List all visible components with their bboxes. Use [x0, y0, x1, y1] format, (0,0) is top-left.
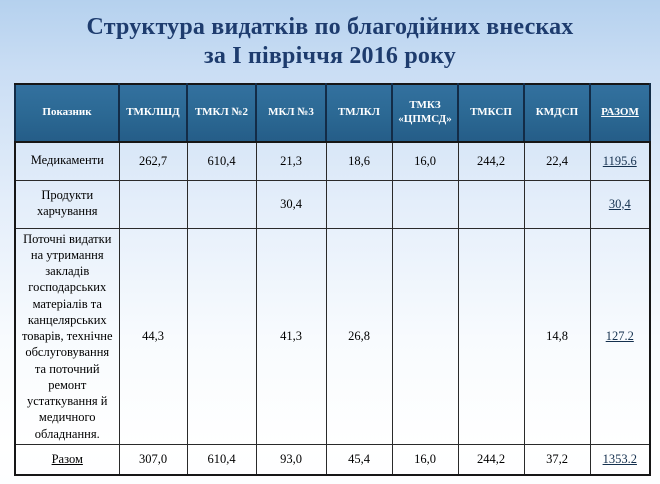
- expenditure-table: Показник ТМКЛШД ТМКЛ №2 МКЛ №3 ТМЛКЛ ТМК…: [14, 83, 651, 477]
- column-header-tmkz-cpmsd: ТМКЗ «ЦПМСД»: [391, 83, 459, 143]
- value-cell: 45,4: [325, 443, 393, 476]
- total-cell: 1353.2: [589, 443, 651, 476]
- column-header-kmdsp: КМДСП: [523, 83, 591, 143]
- column-header-tmkl2: ТМКЛ №2: [186, 83, 257, 143]
- value-cell: [391, 179, 459, 229]
- value-cell: [457, 227, 525, 445]
- column-header-tmlkl: ТМЛКЛ: [325, 83, 393, 143]
- value-cell: [186, 227, 257, 445]
- value-cell: 22,4: [523, 141, 591, 181]
- value-cell: 30,4: [255, 179, 327, 229]
- slide-title-line1: Структура видатків по благодійних внеска…: [86, 14, 574, 40]
- value-cell: [118, 179, 188, 229]
- value-cell: 16,0: [391, 443, 459, 476]
- value-cell: 16,0: [391, 141, 459, 181]
- table-row-medicines: Медикаменти 262,7 610,4 21,3 18,6 16,0 2…: [14, 141, 651, 181]
- column-header-tmksp: ТМКСП: [457, 83, 525, 143]
- value-cell: 610,4: [186, 443, 257, 476]
- value-cell: 21,3: [255, 141, 327, 181]
- value-cell: 18,6: [325, 141, 393, 181]
- column-header-mkl3: МКЛ №3: [255, 83, 327, 143]
- value-cell: 93,0: [255, 443, 327, 476]
- total-cell: 127.2: [589, 227, 651, 445]
- row-label: Продукти харчування: [14, 179, 120, 229]
- table-row-maintenance: Поточні видатки на утримання закладів го…: [14, 227, 651, 445]
- value-cell: 262,7: [118, 141, 188, 181]
- total-cell: 30,4: [589, 179, 651, 229]
- column-header-pokaznyk: Показник: [14, 83, 120, 143]
- value-cell: 244,2: [457, 141, 525, 181]
- slide-title: Структура видатків по благодійних внеска…: [0, 13, 660, 71]
- value-cell: [186, 179, 257, 229]
- value-cell: 307,0: [118, 443, 188, 476]
- value-cell: 610,4: [186, 141, 257, 181]
- value-cell: 244,2: [457, 443, 525, 476]
- value-cell: 26,8: [325, 227, 393, 445]
- value-cell: [523, 179, 591, 229]
- slide-title-line2: за І півріччя 2016 року: [204, 42, 456, 69]
- total-cell: 1195.6: [589, 141, 651, 181]
- row-label: Медикаменти: [14, 141, 120, 181]
- table-row-food: Продукти харчування 30,4 30,4: [14, 179, 651, 229]
- value-cell: [457, 179, 525, 229]
- value-cell: [325, 179, 393, 229]
- column-header-razom: РАЗОМ: [589, 83, 651, 143]
- value-cell: 37,2: [523, 443, 591, 476]
- value-cell: [391, 227, 459, 445]
- value-cell: 41,3: [255, 227, 327, 445]
- header-row: Показник ТМКЛШД ТМКЛ №2 МКЛ №3 ТМЛКЛ ТМК…: [14, 83, 651, 143]
- row-label: Поточні видатки на утримання закладів го…: [14, 227, 120, 445]
- row-label: Разом: [14, 443, 120, 476]
- value-cell: 44,3: [118, 227, 188, 445]
- value-cell: 14,8: [523, 227, 591, 445]
- column-header-tmklshd: ТМКЛШД: [118, 83, 188, 143]
- table-row-total: Разом 307,0 610,4 93,0 45,4 16,0 244,2 3…: [14, 443, 651, 476]
